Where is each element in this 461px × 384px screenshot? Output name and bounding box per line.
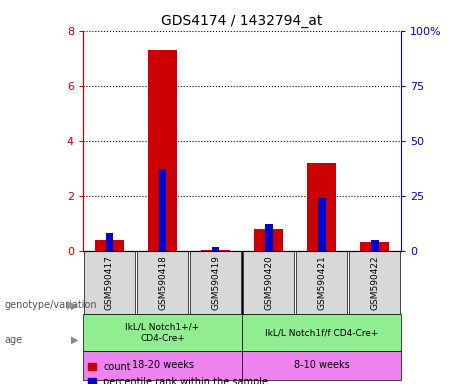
- Text: ▶: ▶: [71, 335, 79, 345]
- Bar: [318, 198, 325, 251]
- Bar: [296, 251, 347, 314]
- Bar: [243, 251, 294, 314]
- Bar: [83, 351, 242, 380]
- Bar: [159, 169, 166, 251]
- Polygon shape: [67, 300, 74, 310]
- Text: GSM590418: GSM590418: [158, 255, 167, 310]
- Text: GSM590417: GSM590417: [105, 255, 114, 310]
- Text: GSM590421: GSM590421: [317, 255, 326, 310]
- Bar: [242, 351, 401, 380]
- Text: GSM590419: GSM590419: [211, 255, 220, 310]
- Bar: [137, 251, 188, 314]
- Bar: [84, 251, 135, 314]
- Bar: [95, 240, 124, 251]
- Text: GSM590422: GSM590422: [370, 255, 379, 310]
- Legend: count, percentile rank within the sample: count, percentile rank within the sample: [88, 362, 268, 384]
- Text: IkL/L Notch1+/+
CD4-Cre+: IkL/L Notch1+/+ CD4-Cre+: [125, 323, 200, 343]
- Bar: [371, 240, 378, 251]
- Text: genotype/variation: genotype/variation: [5, 300, 97, 310]
- Text: ▶: ▶: [71, 300, 79, 310]
- Text: 18-20 weeks: 18-20 weeks: [131, 361, 194, 371]
- Text: 8-10 weeks: 8-10 weeks: [294, 361, 349, 371]
- Bar: [349, 251, 400, 314]
- Bar: [360, 242, 389, 251]
- Bar: [307, 163, 336, 251]
- Title: GDS4174 / 1432794_at: GDS4174 / 1432794_at: [161, 14, 323, 28]
- Bar: [190, 251, 241, 314]
- Bar: [106, 233, 113, 251]
- Bar: [83, 314, 242, 351]
- Bar: [148, 50, 177, 251]
- Bar: [201, 250, 230, 251]
- Text: age: age: [5, 335, 23, 345]
- Bar: [254, 228, 283, 251]
- Bar: [242, 314, 401, 351]
- Text: GSM590420: GSM590420: [264, 255, 273, 310]
- Bar: [212, 247, 219, 251]
- Text: IkL/L Notch1f/f CD4-Cre+: IkL/L Notch1f/f CD4-Cre+: [265, 328, 378, 337]
- Bar: [265, 224, 272, 251]
